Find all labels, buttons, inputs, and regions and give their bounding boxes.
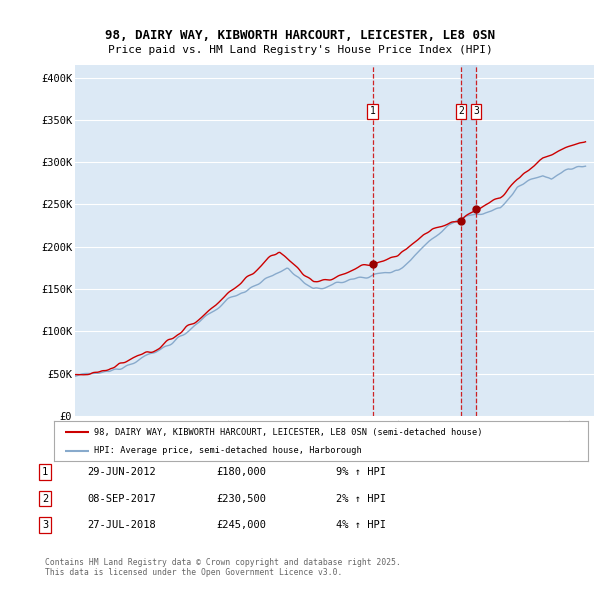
- Text: £245,000: £245,000: [216, 520, 266, 530]
- Text: 98, DAIRY WAY, KIBWORTH HARCOURT, LEICESTER, LE8 0SN (semi-detached house): 98, DAIRY WAY, KIBWORTH HARCOURT, LEICES…: [94, 428, 482, 437]
- Text: 27-JUL-2018: 27-JUL-2018: [87, 520, 156, 530]
- Text: 2% ↑ HPI: 2% ↑ HPI: [336, 494, 386, 503]
- Text: 3: 3: [473, 106, 479, 116]
- Text: 2: 2: [458, 106, 464, 116]
- Text: £230,500: £230,500: [216, 494, 266, 503]
- Text: Price paid vs. HM Land Registry's House Price Index (HPI): Price paid vs. HM Land Registry's House …: [107, 45, 493, 55]
- Text: 2: 2: [42, 494, 48, 503]
- Text: 1: 1: [370, 106, 376, 116]
- Text: Contains HM Land Registry data © Crown copyright and database right 2025.
This d: Contains HM Land Registry data © Crown c…: [45, 558, 401, 577]
- Text: 9% ↑ HPI: 9% ↑ HPI: [336, 467, 386, 477]
- Text: 29-JUN-2012: 29-JUN-2012: [87, 467, 156, 477]
- Text: 3: 3: [42, 520, 48, 530]
- Bar: [461, 65, 476, 416]
- Text: 4% ↑ HPI: 4% ↑ HPI: [336, 520, 386, 530]
- Text: HPI: Average price, semi-detached house, Harborough: HPI: Average price, semi-detached house,…: [94, 446, 362, 455]
- Text: 1: 1: [42, 467, 48, 477]
- Text: 08-SEP-2017: 08-SEP-2017: [87, 494, 156, 503]
- Text: 98, DAIRY WAY, KIBWORTH HARCOURT, LEICESTER, LE8 0SN: 98, DAIRY WAY, KIBWORTH HARCOURT, LEICES…: [105, 29, 495, 42]
- Text: £180,000: £180,000: [216, 467, 266, 477]
